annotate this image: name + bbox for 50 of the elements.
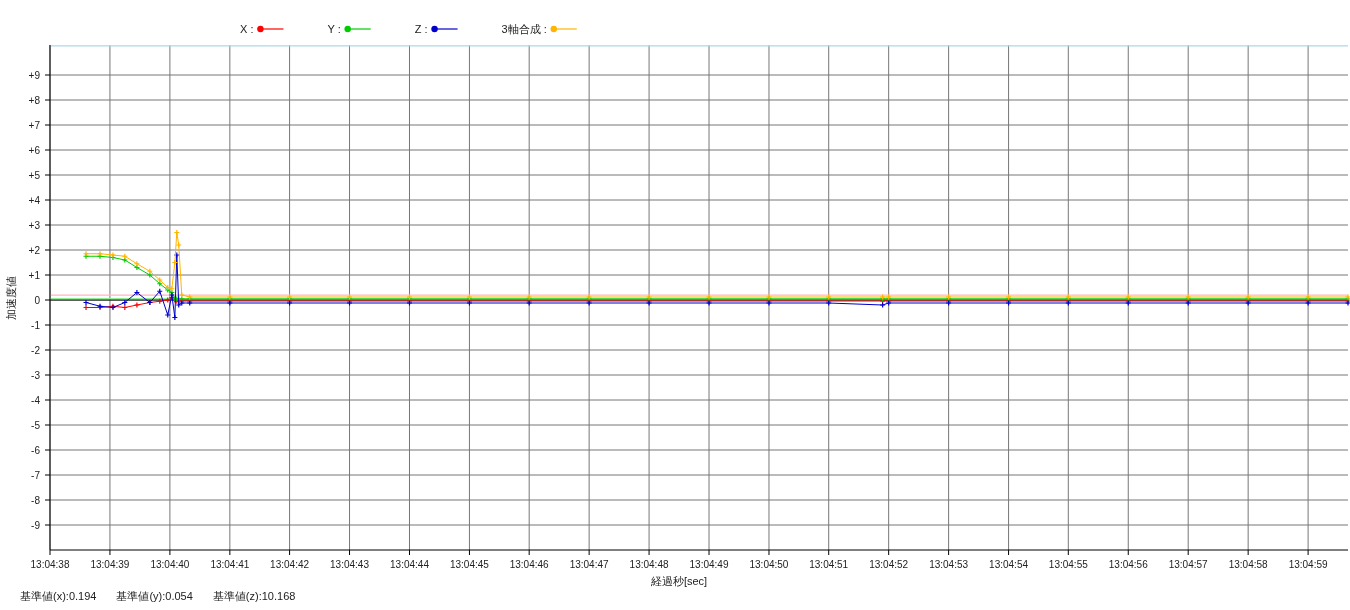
y-axis-title: 加速度値: [5, 275, 17, 320]
x-tick-label: 13:04:49: [689, 559, 729, 570]
x-tick-label: 13:04:52: [869, 559, 909, 570]
x-tick-label: 13:04:59: [1288, 559, 1328, 570]
x-tick-label: 13:04:57: [1168, 559, 1209, 570]
x-axis-title: 経過秒[sec]: [649, 575, 708, 587]
x-tick-label: 13:04:44: [390, 559, 430, 570]
y-tick-label: +5: [28, 169, 41, 181]
x-tick-label: 13:04:43: [330, 559, 370, 570]
y-tick-label: -4: [31, 394, 41, 406]
y-tick-label: +6: [28, 144, 41, 156]
y-tick-label: -9: [31, 519, 41, 531]
y-tick-label: +8: [28, 94, 41, 106]
x-tick-label: 13:04:53: [929, 559, 969, 570]
x-tick-label: 13:04:45: [449, 559, 490, 570]
x-tick-label: 13:04:56: [1108, 559, 1149, 570]
x-tick-label: 13:04:46: [509, 559, 550, 570]
legend-label: Z :: [414, 23, 428, 35]
x-tick-label: 13:04:50: [749, 559, 789, 570]
y-tick-label: -1: [31, 319, 41, 331]
x-tick-label: 13:04:54: [989, 559, 1029, 570]
y-tick-label: +9: [28, 69, 41, 81]
y-tick-label: -8: [31, 494, 41, 506]
y-tick-label: +7: [28, 119, 41, 131]
legend-label: X :: [240, 23, 254, 35]
x-tick-label: 13:04:58: [1228, 559, 1269, 570]
x-tick-label: 13:04:39: [90, 559, 130, 570]
x-tick-label: 13:04:38: [30, 559, 70, 570]
y-tick-label: 0: [34, 294, 41, 306]
x-tick-label: 13:04:42: [270, 559, 310, 570]
x-tick-label: 13:04:47: [569, 559, 610, 570]
y-tick-label: -3: [31, 369, 41, 381]
y-tick-label: -6: [31, 444, 41, 456]
y-tick-label: +2: [28, 244, 41, 256]
x-tick-label: 13:04:51: [809, 559, 849, 570]
y-tick-label: -7: [31, 469, 41, 481]
x-tick-label: 13:04:40: [150, 559, 190, 570]
text: 基準値(z):10.168: [212, 590, 296, 602]
y-tick-label: +3: [28, 219, 41, 231]
x-tick-label: 13:04:41: [210, 559, 250, 570]
legend-label: Y :: [327, 23, 341, 35]
text: 基準値(y):0.054: [116, 590, 193, 602]
x-tick-label: 13:04:48: [629, 559, 669, 570]
text: 基準値(x):0.194: [20, 590, 97, 602]
y-tick-label: +4: [28, 194, 41, 206]
legend-label: 3軸合成 :: [501, 23, 547, 35]
y-tick-label: -5: [31, 419, 41, 431]
x-tick-label: 13:04:55: [1048, 559, 1089, 570]
y-tick-label: +1: [28, 269, 41, 281]
y-tick-label: -2: [31, 344, 41, 356]
